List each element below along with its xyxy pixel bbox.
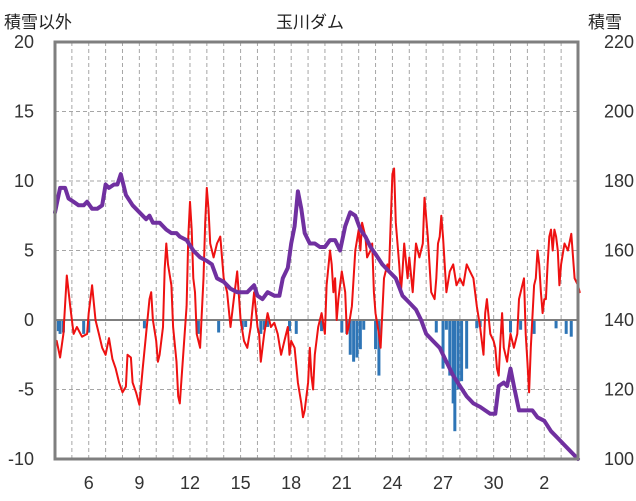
- x-tick-label: 12: [180, 473, 200, 493]
- blue-bar: [348, 320, 352, 355]
- grid-lines: [54, 41, 579, 460]
- blue-bar: [352, 320, 356, 362]
- left-tick-label: 0: [24, 310, 34, 330]
- blue-bar: [294, 320, 298, 334]
- blue-bar: [82, 320, 86, 334]
- tick-labels: 20 15 10 5 0 -5 -10 220 200 180 160 140 120 100 6 9 12 15…: [8, 32, 634, 493]
- right-tick-label: 100: [604, 449, 634, 469]
- left-tick-label: 5: [24, 241, 34, 261]
- right-tick-label: 160: [604, 241, 634, 261]
- blue-bar: [355, 320, 359, 358]
- blue-bar: [196, 320, 200, 334]
- x-tick-label: 2: [539, 473, 549, 493]
- x-tick-label: 27: [433, 473, 453, 493]
- blue-bar: [509, 320, 513, 333]
- left-axis-label: 積雪以外: [4, 13, 72, 33]
- blue-bar-series: [56, 320, 580, 432]
- purple-line: [53, 172, 580, 461]
- blue-bar: [460, 320, 464, 382]
- blue-bar: [56, 320, 60, 332]
- blue-bar: [434, 320, 438, 333]
- left-tick-label: 10: [14, 171, 34, 191]
- left-tick-label: 20: [14, 32, 34, 52]
- right-tick-label: 180: [604, 171, 634, 191]
- blue-bar: [519, 320, 523, 330]
- blue-bar: [340, 320, 344, 333]
- right-tick-label: 220: [604, 32, 634, 52]
- blue-bar: [362, 320, 366, 330]
- right-tick-label: 120: [604, 380, 634, 400]
- red-line: [55, 167, 581, 419]
- blue-bar: [451, 320, 455, 404]
- x-tick-label: 21: [332, 473, 352, 493]
- blue-bar: [262, 320, 266, 330]
- blue-bar: [320, 320, 324, 332]
- blue-bar: [288, 320, 292, 332]
- blue-bar: [441, 320, 445, 369]
- blue-bar: [142, 320, 146, 329]
- blue-bar: [58, 320, 62, 334]
- left-tick-label: -5: [18, 380, 34, 400]
- blue-bar: [465, 320, 469, 369]
- x-tick-label: 30: [484, 473, 504, 493]
- left-tick-label: 15: [14, 102, 34, 122]
- blue-bar: [259, 320, 263, 334]
- left-tick-label: -10: [8, 449, 34, 469]
- plot-frame: [53, 40, 580, 461]
- blue-bar: [217, 320, 221, 333]
- right-axis-label: 積雪: [588, 13, 622, 33]
- right-tick-label: 140: [604, 310, 634, 330]
- x-tick-label: 15: [231, 473, 251, 493]
- x-tick-label: 18: [281, 473, 301, 493]
- blue-bar: [87, 320, 91, 333]
- blue-bar: [374, 320, 378, 350]
- blue-bar: [456, 320, 460, 390]
- blue-bar: [377, 320, 381, 376]
- blue-bar: [554, 320, 558, 329]
- blue-bar: [358, 320, 362, 350]
- blue-bar: [532, 320, 536, 334]
- x-tick-label: 24: [382, 473, 402, 493]
- blue-bar: [244, 320, 248, 327]
- line-series: [53, 167, 581, 461]
- blue-bar: [564, 320, 568, 334]
- x-tick-label: 9: [134, 473, 144, 493]
- right-tick-label: 200: [604, 102, 634, 122]
- blue-bar: [448, 320, 452, 376]
- chart-title: 玉川ダム: [276, 13, 344, 33]
- blue-bar: [569, 320, 573, 337]
- blue-bar: [475, 320, 479, 329]
- blue-bar: [444, 320, 448, 330]
- x-tick-label: 6: [84, 473, 94, 493]
- blue-bar: [266, 320, 270, 327]
